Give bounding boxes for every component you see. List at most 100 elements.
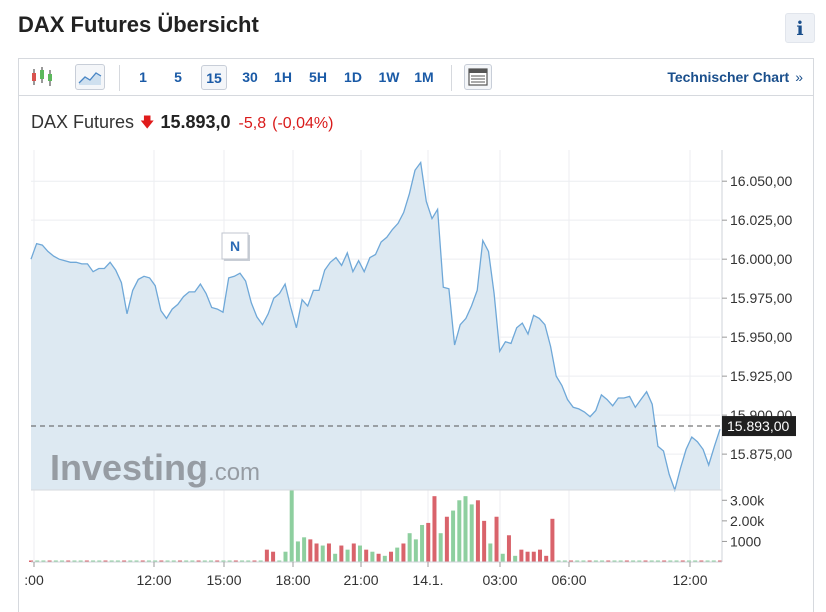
timeframe-5[interactable]: 5 — [174, 69, 182, 85]
volume-bar-down — [494, 516, 499, 562]
timeframe-1m[interactable]: 1M — [414, 69, 434, 85]
volume-bar-up — [513, 555, 518, 562]
volume-bar-down — [519, 549, 524, 562]
x-tick-label: 03:00 — [482, 572, 517, 588]
volume-bar-flat — [674, 560, 679, 562]
volume-bar-flat — [233, 560, 238, 562]
timeframe-15[interactable]: 15 — [201, 65, 227, 90]
info-button[interactable]: i — [785, 13, 815, 43]
y-tick-label: 15.875,00 — [730, 446, 792, 462]
volume-bar-up — [457, 500, 462, 562]
volume-bar-flat — [146, 560, 151, 562]
volume-bar-flat — [631, 560, 636, 562]
technical-chart-label: Technischer Chart — [667, 69, 790, 85]
volume-bar-flat — [190, 560, 195, 562]
volume-bar-up — [302, 537, 307, 562]
volume-bar-flat — [140, 560, 145, 562]
y-tick-label: 15.925,00 — [730, 368, 792, 384]
volume-bar-flat — [53, 560, 58, 562]
price-line — [30, 160, 721, 493]
volume-bar-flat — [686, 560, 691, 562]
volume-bar-flat — [202, 560, 207, 562]
volume-bar-flat — [593, 560, 598, 562]
volume-bar-up — [345, 549, 350, 562]
area-chart-icon[interactable] — [75, 64, 105, 90]
volume-bar-flat — [171, 560, 176, 562]
y-tick-label: 16.050,00 — [730, 173, 792, 189]
volume-bar-flat — [680, 560, 685, 562]
volume-bar-down — [482, 520, 487, 562]
volume-bar-flat — [705, 560, 710, 562]
timeframe-1w[interactable]: 1W — [378, 69, 400, 85]
volume-bar-flat — [643, 560, 648, 562]
timeframe-1d[interactable]: 1D — [344, 69, 362, 85]
instrument-name: DAX Futures — [31, 112, 135, 132]
chevron-right-icon: » — [795, 69, 803, 85]
volume-bar-up — [283, 551, 288, 562]
y-tick-label: 15.950,00 — [730, 329, 792, 345]
volume-bar-down — [537, 549, 542, 562]
volume-bar-down — [351, 543, 356, 562]
current-price-box — [722, 416, 796, 437]
timeframe-30[interactable]: 30 — [242, 69, 258, 85]
volume-bar-flat — [711, 560, 716, 562]
quote-header: DAX Futures 🡇 15.893,0 -5,8 (-0,04%) — [31, 112, 333, 137]
volume-bar-flat — [97, 560, 102, 562]
volume-bar-flat — [227, 560, 232, 562]
volume-bar-flat — [134, 560, 139, 562]
arrow-down-icon: 🡇 — [140, 114, 155, 130]
x-tick-label: 06:00 — [551, 572, 586, 588]
x-tick-label: 18:00 — [275, 572, 310, 588]
volume-bar-up — [357, 545, 362, 562]
y-tick-label: 15.975,00 — [730, 290, 792, 306]
volume-bar-flat — [569, 560, 574, 562]
volume-bar-down — [376, 553, 381, 562]
volume-bar-flat — [215, 560, 220, 562]
last-price: 15.893,0 — [160, 112, 231, 132]
volume-bar-flat — [718, 560, 722, 562]
volume-bar-flat — [556, 560, 561, 562]
volume-bar-up — [320, 545, 325, 562]
volume-bar-down — [264, 549, 269, 562]
volume-bar-flat — [128, 560, 133, 562]
volume-bar-flat — [649, 560, 654, 562]
volume-bar-flat — [575, 560, 580, 562]
volume-bar-flat — [606, 560, 611, 562]
volume-bar-up — [413, 539, 418, 562]
y-tick-label: 16.025,00 — [730, 212, 792, 228]
volume-bar-flat — [153, 560, 158, 562]
volume-bar-down — [339, 545, 344, 562]
volume-bar-flat — [277, 560, 282, 562]
volume-bar-flat — [600, 560, 605, 562]
timeframe-5h[interactable]: 5H — [309, 69, 327, 85]
volume-bar-up — [451, 510, 456, 562]
volume-bar-flat — [258, 560, 263, 562]
technical-chart-link[interactable]: Technischer Chart » — [667, 69, 803, 85]
timeframe-1[interactable]: 1 — [139, 69, 147, 85]
volume-bar-flat — [240, 560, 245, 562]
volume-bar-flat — [624, 560, 629, 562]
volume-bars — [29, 490, 722, 562]
current-price-label: 15.893,00 — [727, 418, 789, 434]
x-tick-label: 15:00 — [206, 572, 241, 588]
volume-bar-flat — [122, 560, 127, 562]
timeframe-1h[interactable]: 1H — [274, 69, 292, 85]
volume-bar-up — [295, 541, 300, 562]
investing-watermark: Investing.com — [50, 447, 260, 488]
volume-bar-up — [370, 551, 375, 562]
volume-bar-down — [544, 555, 549, 562]
volume-bar-flat — [209, 560, 214, 562]
volume-bar-flat — [618, 560, 623, 562]
volume-bar-flat — [159, 560, 164, 562]
volume-bar-down — [444, 516, 449, 562]
volume-bar-flat — [72, 560, 77, 562]
candlestick-icon[interactable] — [29, 64, 55, 90]
toolbar-divider — [451, 65, 452, 91]
x-tick-label: 12:00 — [136, 572, 171, 588]
volume-bar-up — [333, 553, 338, 562]
volume-bar-up — [463, 496, 468, 562]
volume-bar-flat — [115, 560, 120, 562]
news-marker — [221, 232, 249, 260]
volume-bar-flat — [246, 560, 251, 562]
table-icon[interactable] — [464, 64, 492, 90]
